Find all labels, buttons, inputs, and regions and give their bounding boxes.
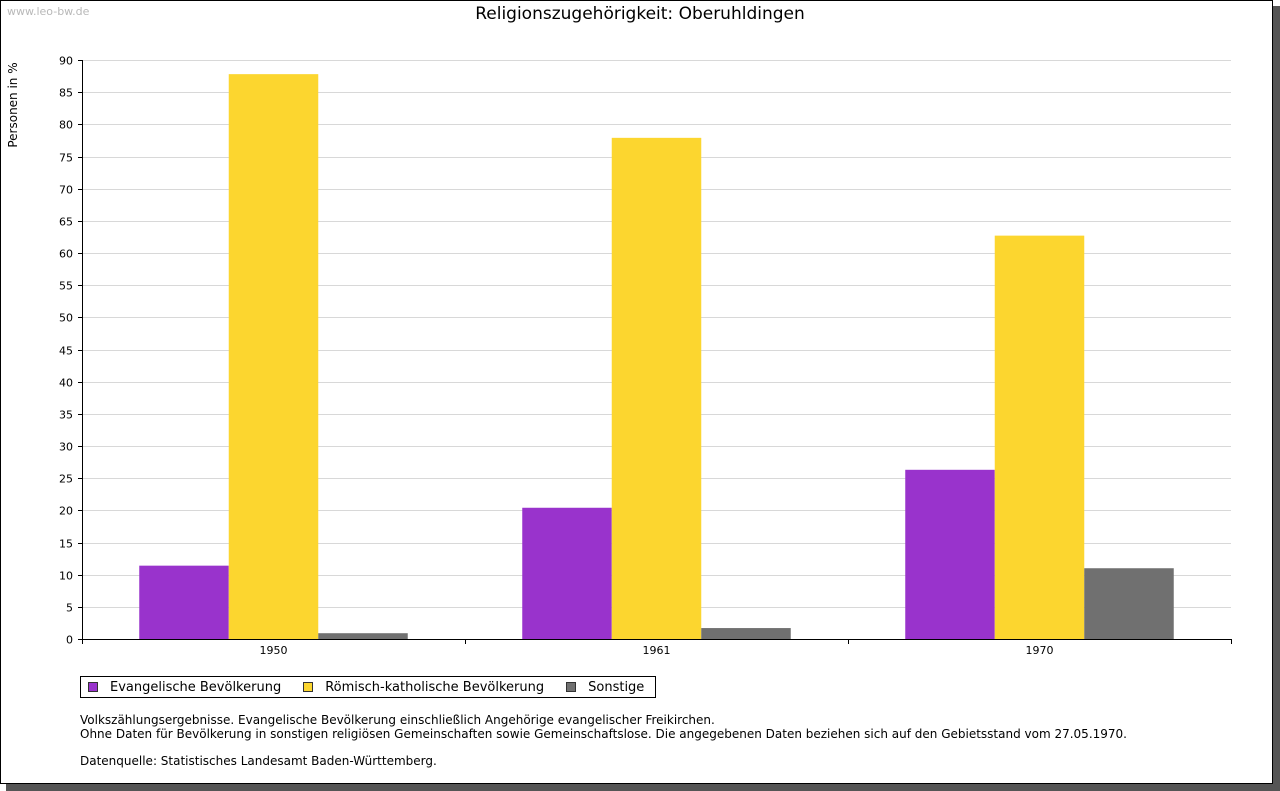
y-tick-label: 20	[59, 505, 73, 518]
frame-shadow-bottom	[6, 784, 1280, 791]
y-tick-label: 40	[59, 377, 73, 390]
note-line-1: Volkszählungsergebnisse. Evangelische Be…	[80, 713, 715, 727]
x-tick-label: 1970	[1026, 644, 1054, 657]
y-tick-label: 15	[59, 538, 73, 551]
y-tick-label: 10	[59, 570, 73, 583]
legend-swatch-sonstige	[566, 682, 577, 692]
bar-evangelische-1970	[905, 469, 995, 639]
y-tick-label: 65	[59, 216, 73, 229]
y-tick-label: 25	[59, 473, 73, 486]
y-tick-label: 30	[59, 441, 73, 454]
bar-römisch-katholische-1970	[994, 235, 1085, 639]
y-tick-label: 80	[59, 119, 73, 132]
y-tick-label: 35	[59, 409, 73, 422]
legend-swatch-katholisch	[303, 682, 314, 692]
x-tick-label: 1950	[260, 644, 288, 657]
y-tick-label: 85	[59, 87, 73, 100]
data-source: Datenquelle: Statistisches Landesamt Bad…	[80, 754, 437, 768]
bar-chart: 0 5 10 15 20 25 30 35 40 45 50 55 60 65 70 75 80 85 90 1950…	[59, 55, 1232, 657]
bar-sonstige-1970	[1084, 568, 1174, 639]
watermark: www.leo-bw.de	[7, 5, 90, 18]
legend-item-sonstige: Sonstige	[566, 680, 644, 695]
y-tick-label: 0	[66, 634, 73, 647]
legend-label-katholisch: Römisch-katholische Bevölkerung	[325, 679, 545, 695]
bar-römisch-katholische-1950	[228, 74, 319, 640]
legend-label-evangelisch: Evangelische Bevölkerung	[110, 679, 282, 695]
note-line-2: Ohne Daten für Bevölkerung in sonstigen …	[80, 727, 1127, 741]
legend-item-katholisch: Römisch-katholische Bevölkerung	[303, 680, 544, 695]
bar-evangelische-1961	[522, 507, 612, 639]
legend-label-sonstige: Sonstige	[588, 679, 645, 695]
bar-evangelische-1950	[139, 565, 229, 639]
chart-title: Religionszugehörigkeit: Oberuhldingen	[475, 4, 805, 24]
bar-römisch-katholische-1961	[611, 137, 702, 640]
legend-swatch-evangelisch	[88, 682, 98, 692]
y-tick-label: 5	[66, 602, 73, 615]
y-tick-label: 55	[59, 280, 73, 293]
y-tick-label: 75	[59, 152, 73, 165]
bar-sonstige-1950	[318, 633, 408, 639]
frame-shadow-right	[1273, 6, 1280, 791]
y-tick-label: 70	[59, 184, 73, 197]
chart-notes: Volkszählungsergebnisse. Evangelische Be…	[80, 713, 1127, 768]
bar-sonstige-1961	[701, 628, 791, 639]
legend: Evangelische Bevölkerung Römisch-katholi…	[80, 676, 657, 698]
legend-item-evangelisch: Evangelische Bevölkerung	[88, 680, 281, 695]
y-tick-label: 90	[59, 55, 73, 68]
y-tick-label: 60	[59, 248, 73, 261]
y-tick-label: 50	[59, 312, 73, 325]
y-tick-label: 45	[59, 345, 73, 358]
x-tick-label: 1961	[643, 644, 671, 657]
